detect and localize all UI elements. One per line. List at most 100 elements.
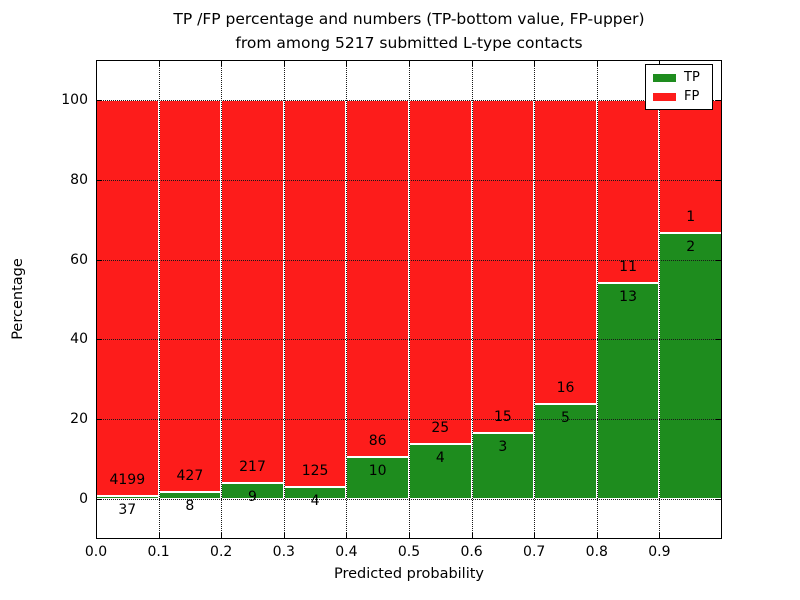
tp-count-label-7: 5 [561,410,570,427]
gridline-v-0.4 [346,60,348,539]
x-tick-top-0.7 [534,60,536,66]
bar-fp-3 [283,99,347,487]
gridline-v-0.8 [596,60,598,539]
x-tick-bottom-0.3 [283,533,285,539]
x-tick-bottom-0.7 [534,533,536,539]
legend-item-fp: FP [653,88,705,104]
y-tick-left-0 [96,499,102,501]
fp-count-label-9: 1 [686,208,696,225]
fp-count-label-5: 25 [431,420,450,437]
x-tick-top-0.5 [409,60,410,66]
y-tick-label-60: 60 [70,251,88,268]
y-tick-left-80 [96,179,102,181]
x-tick-bottom-0.0 [96,533,97,539]
x-axis-label: Predicted probability [333,566,485,582]
y-tick-label-20: 20 [70,411,88,428]
chart-title-line2: from among 5217 submitted L-type contact… [235,33,583,52]
x-tick-top-0.6 [471,60,473,66]
x-tick-bottom-0.8 [596,533,598,539]
y-tick-left-20 [96,419,102,421]
x-tick-label-0.3: 0.3 [272,544,295,560]
x-tick-label-0.5: 0.5 [397,544,421,560]
bar-tp-8 [596,282,660,500]
fp-count-label-4: 86 [368,433,387,450]
tp-legend-swatch [653,73,676,82]
x-tick-top-0.8 [596,60,598,66]
x-tick-top-0.9 [659,60,661,66]
fp-count-label-3: 125 [301,462,329,479]
gridline-v-0.7 [534,60,536,539]
bar-fp-4 [346,99,409,458]
y-tick-right-60 [716,259,722,261]
x-tick-label-0.9: 0.9 [648,544,671,560]
x-tick-bottom-0.4 [346,533,348,539]
bar-tp-6 [471,432,535,500]
y-tick-right-20 [716,419,722,421]
y-tick-right-100 [716,99,722,101]
y-tick-label-40: 40 [70,331,88,348]
fp-count-label-0: 4199 [109,471,146,488]
tp-count-label-3: 4 [310,492,320,509]
x-tick-label-0.1: 0.1 [147,544,170,560]
x-tick-bottom-0.9 [659,533,661,539]
y-tick-left-60 [96,259,102,261]
y-tick-right-0 [716,499,722,501]
fp-legend-swatch [653,92,676,101]
x-tick-bottom-0.5 [409,533,410,539]
fp-legend-label: FP [684,88,700,104]
tp-count-label-9: 2 [686,238,696,255]
tp-count-label-8: 13 [619,288,637,305]
bar-fp-2 [221,99,284,484]
plot-area: 0.0 0.1 0.2 0.3 0.4 0.5 0.6 0.7 0.8 0.9 0 20 40 60 80 1… [61,60,722,560]
tp-count-label-5: 4 [435,450,445,467]
tp-count-label-6: 3 [498,438,508,455]
x-tick-label-0.0: 0.0 [84,544,108,560]
x-tick-top-0.0 [96,60,97,66]
gridline-v-0.5 [409,60,410,539]
x-tick-bottom-0.1 [158,533,160,539]
x-tick-top-0.3 [283,60,285,66]
fp-count-label-8: 11 [619,258,637,275]
y-tick-label-100: 100 [61,91,88,108]
gridline-v-0.3 [283,60,285,539]
x-tick-top-0.1 [158,60,160,66]
gridline-v-0.6 [471,60,473,539]
x-tick-label-0.7: 0.7 [523,544,546,560]
fp-count-label-7: 16 [556,380,575,397]
y-tick-label-0: 0 [79,491,88,508]
gridline-v-0.2 [221,60,223,539]
x-tick-label-0.2: 0.2 [210,544,233,560]
legend: TP FP [645,64,713,110]
y-tick-left-40 [96,339,102,341]
bar-fp-0 [96,99,159,496]
y-axis-label: Percentage [10,258,26,340]
y-tick-right-80 [716,179,722,181]
bar-tp-9 [659,232,722,500]
tp-count-label-2: 9 [248,489,257,506]
tp-legend-label: TP [684,69,700,85]
bar-tp-5 [409,444,472,500]
x-tick-label-0.4: 0.4 [335,544,358,560]
y-tick-left-100 [96,99,102,101]
gridline-v-0.1 [158,60,160,539]
fp-count-label-1: 427 [176,467,204,484]
x-tick-label-0.6: 0.6 [460,544,483,560]
bar-fp-1 [158,99,222,492]
fp-count-label-6: 15 [493,408,512,425]
x-tick-label-0.8: 0.8 [585,544,608,560]
bar-fp-8 [596,99,660,283]
bar-fp-7 [534,99,597,405]
chart-title: TP /FP percentage and numbers (TP-bottom… [96,8,722,55]
x-tick-bottom-0.2 [221,533,223,539]
y-tick-right-40 [716,339,722,341]
legend-item-tp: TP [653,69,705,85]
gridline-v-0.9 [659,60,661,539]
x-tick-bottom-0.6 [471,533,473,539]
fp-count-label-2: 217 [239,459,266,476]
y-tick-label-80: 80 [70,171,88,188]
tp-count-label-1: 8 [185,497,195,514]
tp-count-label-4: 10 [368,463,387,480]
bar-fp-5 [409,99,472,445]
tp-count-label-0: 37 [118,501,137,518]
